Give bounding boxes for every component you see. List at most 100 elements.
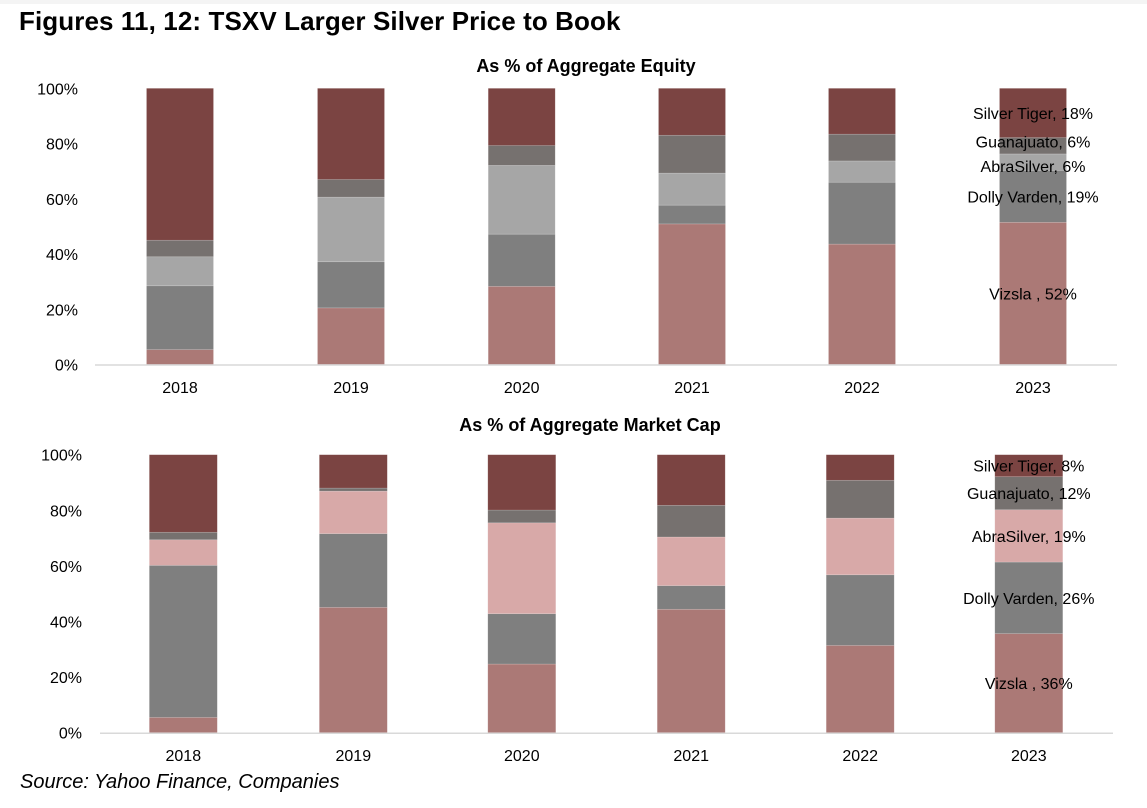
bar-segment-vizsla-2023	[999, 221, 1067, 365]
bar-segment-vizsla-2018	[149, 717, 218, 733]
y-tick-label: 80%	[46, 137, 78, 154]
bars	[149, 454, 1064, 734]
bar-segment-silver-tiger-2022	[828, 88, 896, 135]
bars	[146, 88, 1067, 365]
bar-segment-abrasilver-2020	[487, 522, 557, 615]
bar-segment-guanajuato-2020	[487, 145, 556, 166]
bar-segment-guanajuato-2023	[994, 476, 1064, 511]
bar-segment-dolly-varden-2019	[317, 261, 385, 309]
bar-segment-abrasilver-2018	[149, 539, 218, 566]
bar-segment-abrasilver-2021	[656, 536, 726, 586]
bar-segment-abrasilver-2018	[146, 256, 214, 287]
bar-segment-vizsla-2019	[317, 307, 385, 365]
y-tick-label: 60%	[50, 559, 82, 576]
top-band	[0, 0, 1147, 4]
data-label-abrasilver: AbraSilver, 6%	[981, 159, 1086, 176]
data-label-vizsla: Vizsla , 52%	[989, 286, 1077, 303]
bar-segment-abrasilver-2022	[825, 517, 895, 576]
bar-segment-vizsla-2021	[656, 608, 726, 734]
bar-segment-vizsla-2022	[828, 243, 896, 365]
y-tick-label: 100%	[41, 448, 82, 465]
source-note: Source: Yahoo Finance, Companies	[20, 771, 340, 793]
bar-segment-vizsla-2022	[825, 645, 895, 734]
y-tick-label: 60%	[46, 192, 78, 209]
data-label-guanajuato: Guanajuato, 12%	[967, 486, 1091, 503]
bar-segment-silver-tiger-2019	[318, 454, 388, 489]
data-label-abrasilver: AbraSilver, 19%	[972, 529, 1086, 546]
chart-title: As % of Aggregate Equity	[476, 56, 695, 76]
x-tick-label: 2021	[673, 748, 709, 765]
chart-title: As % of Aggregate Market Cap	[459, 415, 720, 435]
data-label-guanajuato: Guanajuato, 6%	[976, 135, 1091, 152]
bar-segment-silver-tiger-2021	[658, 88, 726, 136]
bar-segment-guanajuato-2020	[487, 509, 557, 524]
bar-segment-silver-tiger-2020	[487, 88, 556, 146]
y-tick-label: 0%	[59, 726, 82, 743]
bar-segment-vizsla-2020	[487, 286, 556, 365]
x-axis-ticks: 2018 2019 2020 2021 2022 2023	[166, 748, 1047, 765]
bar-segment-guanajuato-2021	[658, 134, 726, 174]
y-tick-label: 20%	[46, 302, 78, 319]
bar-segment-silver-tiger-2023	[994, 454, 1064, 478]
x-tick-label: 2022	[844, 380, 880, 397]
x-tick-label: 2018	[162, 380, 198, 397]
bar-segment-silver-tiger-2022	[825, 454, 895, 481]
x-tick-label: 2020	[504, 748, 540, 765]
bar-segment-silver-tiger-2023	[999, 88, 1067, 138]
bar-segment-vizsla-2019	[318, 607, 388, 734]
bar-segment-vizsla-2018	[146, 349, 214, 365]
chart-market-cap: As % of Aggregate Market Cap 0% 20% 40% 60%…	[41, 415, 1113, 765]
bar-segment-dolly-varden-2022	[828, 181, 896, 245]
bar-segment-vizsla-2023	[994, 633, 1064, 734]
bar-segment-guanajuato-2022	[825, 479, 895, 519]
bar-segment-vizsla-2020	[487, 663, 557, 733]
bar-segment-guanajuato-2019	[317, 179, 385, 198]
bar-segment-abrasilver-2023	[999, 153, 1067, 171]
bar-segment-abrasilver-2019	[317, 196, 385, 263]
bar-segment-dolly-varden-2023	[994, 561, 1064, 634]
bar-segment-silver-tiger-2019	[317, 88, 385, 180]
y-tick-label: 40%	[50, 615, 82, 632]
bar-segment-guanajuato-2021	[656, 504, 726, 538]
x-tick-label: 2023	[1011, 748, 1047, 765]
bar-segment-dolly-varden-2021	[658, 204, 726, 225]
data-label-dolly-varden: Dolly Varden, 26%	[963, 591, 1094, 608]
y-axis-ticks: 0% 20% 40% 60% 80% 100%	[37, 81, 78, 374]
data-labels: Vizsla , 52% Dolly Varden, 19% AbraSilver,…	[967, 106, 1098, 303]
bar-segment-dolly-varden-2022	[825, 574, 895, 646]
bar-segment-dolly-varden-2018	[146, 285, 214, 350]
y-tick-label: 40%	[46, 247, 78, 264]
bar-segment-guanajuato-2019	[318, 487, 388, 492]
bar-segment-guanajuato-2018	[149, 531, 218, 541]
x-tick-label: 2019	[333, 380, 369, 397]
bar-segment-silver-tiger-2021	[656, 454, 726, 506]
data-label-dolly-varden: Dolly Varden, 19%	[967, 189, 1098, 206]
data-label-vizsla: Vizsla , 36%	[985, 676, 1073, 693]
bar-segment-abrasilver-2020	[487, 165, 556, 235]
figure-title: Figures 11, 12: TSXV Larger Silver Price…	[19, 6, 621, 36]
bar-segment-guanajuato-2022	[828, 133, 896, 162]
x-tick-label: 2022	[842, 748, 878, 765]
bar-segment-vizsla-2021	[658, 223, 726, 365]
x-tick-label: 2018	[166, 748, 202, 765]
bar-segment-silver-tiger-2018	[146, 88, 214, 241]
data-labels: Vizsla , 36% Dolly Varden, 26% AbraSilver,…	[963, 459, 1094, 693]
bar-segment-guanajuato-2018	[146, 239, 214, 258]
bar-segment-silver-tiger-2020	[487, 454, 557, 511]
y-tick-label: 0%	[55, 358, 78, 375]
y-tick-label: 20%	[50, 670, 82, 687]
y-axis-ticks: 0% 20% 40% 60% 80% 100%	[41, 448, 82, 743]
bar-segment-dolly-varden-2020	[487, 233, 556, 287]
chart-equity: As % of Aggregate Equity 0% 20% 40% 60% 80% 1…	[37, 56, 1117, 397]
bar-segment-dolly-varden-2021	[656, 585, 726, 610]
bar-segment-dolly-varden-2023	[999, 170, 1067, 223]
bar-segment-dolly-varden-2020	[487, 613, 557, 665]
x-tick-label: 2019	[336, 748, 372, 765]
x-axis-ticks: 2018 2019 2020 2021 2022 2023	[162, 380, 1051, 397]
x-tick-label: 2021	[674, 380, 710, 397]
y-tick-label: 100%	[37, 81, 78, 98]
bar-segment-dolly-varden-2018	[149, 565, 218, 718]
y-tick-label: 80%	[50, 503, 82, 520]
data-label-silver-tiger: Silver Tiger, 18%	[973, 106, 1093, 123]
